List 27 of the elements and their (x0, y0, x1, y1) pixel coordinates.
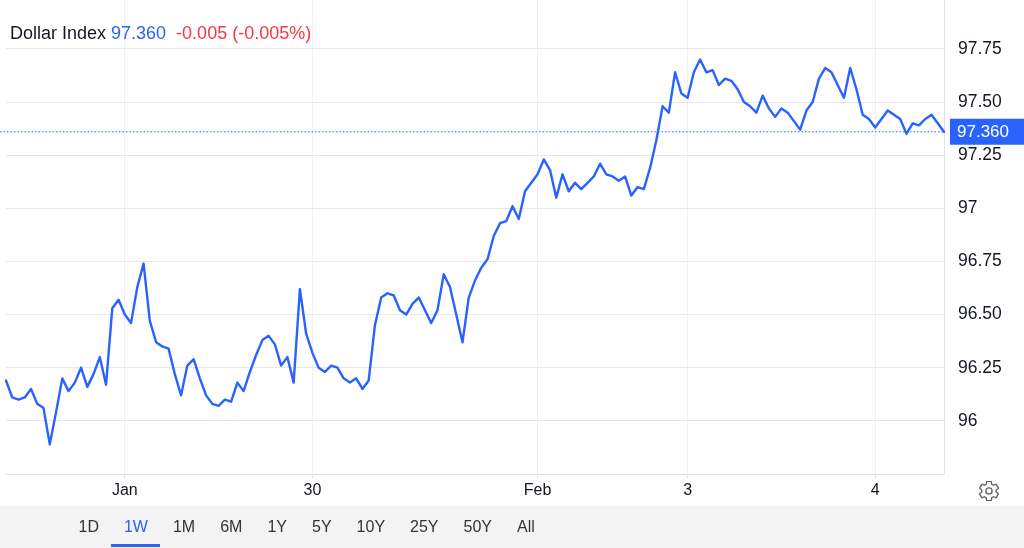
y-tick-label: 97.75 (958, 37, 1002, 58)
text: -0.005 (-0.005%) (176, 23, 312, 43)
y-tick-label: 97.25 (958, 143, 1002, 164)
text: 10Y (355, 517, 387, 537)
y-tick-label: 97 (958, 197, 978, 218)
text: 5Y (311, 517, 333, 537)
text: 97.360 (111, 23, 167, 43)
text: 25Y (409, 517, 440, 537)
text: Dollar Index (10, 23, 107, 43)
y-tick-label: 96.50 (958, 303, 1003, 324)
y-tick-label: 96.75 (958, 250, 1002, 271)
text: 50Y (462, 517, 493, 537)
x-tick-label: Jan (111, 481, 138, 499)
x-tick-label: 4 (870, 481, 880, 499)
text: 6M (219, 517, 244, 537)
y-tick-label: 96.25 (958, 356, 1002, 377)
y-tick-label: 96 (958, 409, 978, 430)
text: 1M (171, 517, 197, 537)
text: 1W (111, 507, 161, 547)
x-tick-label: 3 (683, 481, 693, 499)
x-tick-label: Feb (523, 481, 552, 499)
x-tick-label: 30 (303, 481, 322, 499)
text: All (516, 517, 536, 537)
y-tick-label: 97.50 (958, 90, 1003, 111)
text: 1D (77, 517, 100, 537)
ref-line-label: 97.360 (957, 122, 1009, 142)
text: 1Y (266, 517, 288, 537)
